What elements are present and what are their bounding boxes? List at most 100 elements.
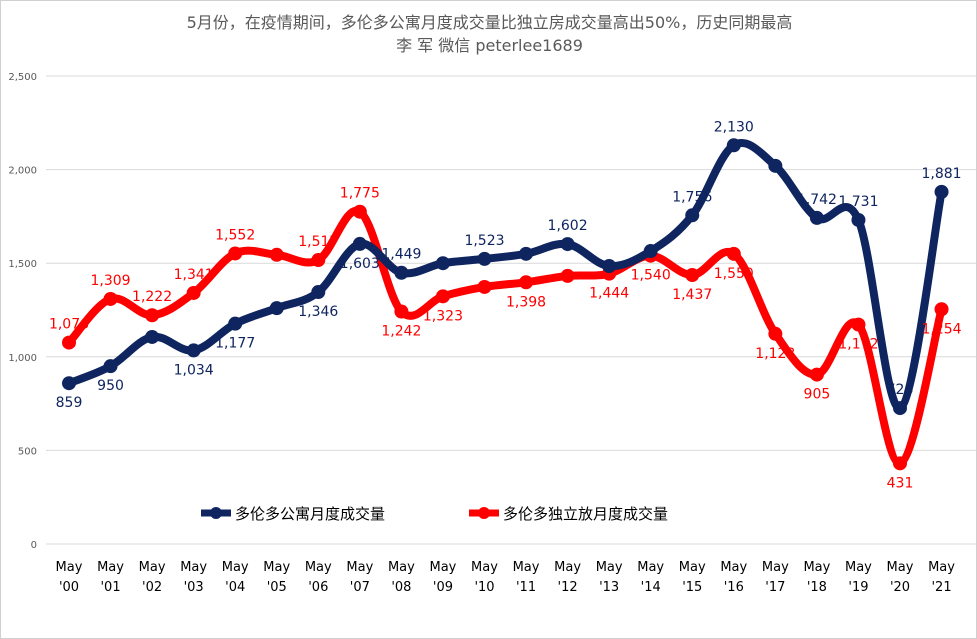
data-point <box>269 301 284 316</box>
data-point <box>145 329 160 344</box>
x-tick-label: '01 <box>100 580 120 595</box>
x-tick-label: May <box>56 560 83 575</box>
data-label: 1,449 <box>381 247 421 263</box>
data-label: 1,756 <box>672 189 712 205</box>
data-point <box>311 285 326 300</box>
x-tick-label: '11 <box>516 580 536 595</box>
x-tick-label: May <box>97 560 124 575</box>
series-line <box>65 206 946 468</box>
data-label: 1,540 <box>631 268 671 284</box>
data-point <box>851 212 866 227</box>
data-label: 1,437 <box>672 287 712 303</box>
data-point <box>352 204 367 219</box>
y-tick-label: 2,500 <box>8 72 37 83</box>
x-tick-label: May <box>180 560 207 575</box>
x-tick-label: '13 <box>599 580 619 595</box>
data-label: 1,309 <box>91 273 131 289</box>
data-label: 1,552 <box>215 227 255 243</box>
x-tick-label: '04 <box>225 580 245 595</box>
data-point <box>103 291 118 306</box>
x-tick-label: '17 <box>765 580 785 595</box>
x-tick-label: May <box>346 560 373 575</box>
data-label: 905 <box>804 387 831 403</box>
x-tick-label: May <box>471 560 498 575</box>
y-tick-label: 0 <box>31 540 37 551</box>
x-tick-label: '08 <box>391 580 411 595</box>
data-label: 1,323 <box>423 308 463 324</box>
data-label: 1,602 <box>548 218 588 234</box>
data-point <box>809 210 824 225</box>
data-point <box>352 236 367 251</box>
data-label: 950 <box>97 378 124 394</box>
data-point <box>851 317 866 332</box>
data-point <box>62 335 76 350</box>
data-point <box>311 253 326 268</box>
x-tick-label: '15 <box>682 580 702 595</box>
x-tick-label: May <box>762 560 789 575</box>
data-point <box>726 246 741 261</box>
data-label: 1,242 <box>381 323 421 339</box>
data-point <box>186 285 201 300</box>
data-label: 1,731 <box>838 194 878 210</box>
data-point <box>103 359 118 374</box>
data-point <box>685 267 700 282</box>
x-tick-label: '06 <box>308 580 328 595</box>
x-tick-label: May <box>222 560 249 575</box>
data-point <box>477 251 492 266</box>
data-point <box>62 376 76 391</box>
data-label: 1,123 <box>755 346 795 362</box>
data-point <box>394 304 409 319</box>
x-tick-label: '12 <box>558 580 578 595</box>
legend-label: 多伦多公寓月度成交量 <box>235 505 385 523</box>
data-label: 1,034 <box>174 362 214 378</box>
data-label: 1,523 <box>464 233 504 249</box>
x-tick-label: May <box>887 560 914 575</box>
data-point <box>435 289 450 304</box>
x-tick-label: '14 <box>641 580 661 595</box>
data-label: 1,076 <box>49 317 89 333</box>
x-tick-label: May <box>845 560 872 575</box>
data-label: 1,775 <box>340 186 380 202</box>
data-label: 726 <box>887 382 914 398</box>
y-tick-label: 2,000 <box>8 166 37 177</box>
legend-label: 多伦多独立放月度成交量 <box>503 505 668 523</box>
data-point <box>145 308 160 323</box>
x-tick-label: '20 <box>890 580 910 595</box>
data-label: 1,550 <box>714 266 754 282</box>
data-label: 1,881 <box>922 166 962 182</box>
data-label: 1,222 <box>132 289 172 305</box>
data-point <box>809 367 824 382</box>
data-point <box>768 326 783 341</box>
x-tick-label: May <box>720 560 747 575</box>
x-tick-label: May <box>803 560 830 575</box>
data-label: 1,398 <box>506 294 546 310</box>
data-label: 1,341 <box>174 267 214 283</box>
data-point <box>685 208 700 223</box>
data-point <box>228 246 243 261</box>
data-label: 1,742 <box>797 192 837 208</box>
x-tick-label: May <box>513 560 540 575</box>
data-label: 1,517 <box>298 234 338 250</box>
data-label: 1,346 <box>298 304 338 320</box>
data-point <box>602 259 617 274</box>
data-point <box>893 401 907 416</box>
x-tick-label: '03 <box>184 580 204 595</box>
x-tick-label: May <box>263 560 290 575</box>
data-point <box>435 256 450 271</box>
data-point <box>186 343 201 358</box>
data-label: 1,603 <box>340 256 380 272</box>
data-label: 1,444 <box>589 286 629 302</box>
x-tick-label: '05 <box>267 580 287 595</box>
data-point <box>269 247 284 262</box>
x-tick-label: '18 <box>807 580 827 595</box>
x-tick-label: '19 <box>848 580 868 595</box>
chart-title: 5月份，在疫情期间，多伦多公寓月度成交量比独立房成交量高出50%，历史同期最高 <box>186 13 793 32</box>
data-point <box>560 268 575 283</box>
x-tick-label: May <box>596 560 623 575</box>
data-point <box>934 302 949 317</box>
y-tick-label: 1,000 <box>8 353 37 364</box>
data-point <box>477 279 492 294</box>
data-point <box>934 184 949 199</box>
